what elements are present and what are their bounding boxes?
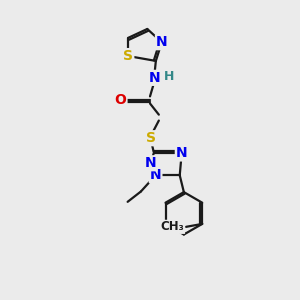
Text: O: O bbox=[115, 93, 127, 107]
Text: N: N bbox=[150, 168, 161, 182]
Text: CH₃: CH₃ bbox=[161, 220, 184, 233]
Text: N: N bbox=[148, 71, 160, 85]
Text: N: N bbox=[176, 146, 188, 161]
Text: N: N bbox=[156, 35, 168, 49]
Text: H: H bbox=[164, 70, 174, 83]
Text: S: S bbox=[146, 131, 157, 145]
Text: N: N bbox=[145, 156, 156, 170]
Text: S: S bbox=[123, 49, 133, 63]
